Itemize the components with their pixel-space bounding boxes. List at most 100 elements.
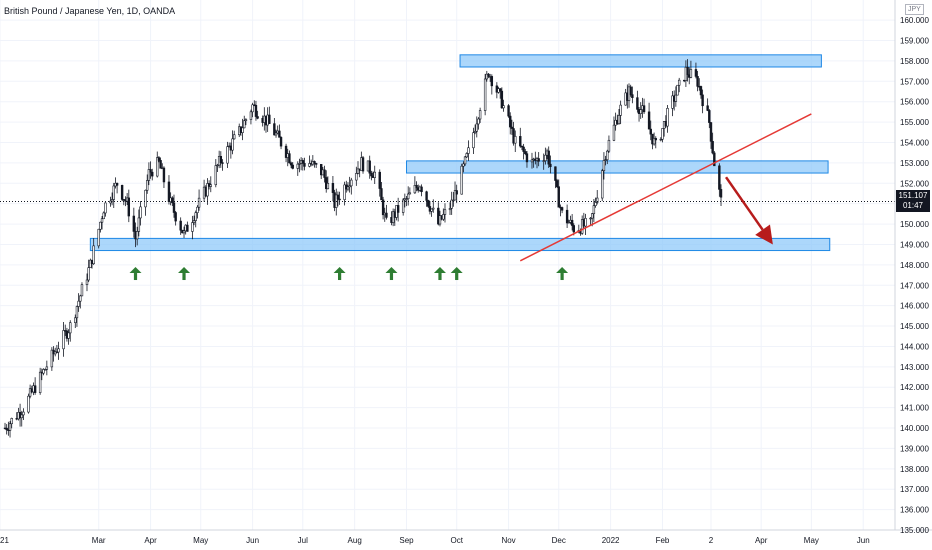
candle-body [530, 159, 534, 163]
candle-body [555, 180, 559, 188]
candle-body [385, 212, 388, 218]
candle-body [490, 76, 494, 87]
candle-body [696, 76, 699, 87]
candle-body [356, 168, 360, 174]
candle-body [619, 104, 622, 116]
candle-body [370, 172, 373, 177]
y-tick-label: 149.000 [900, 240, 929, 249]
candle-body [144, 189, 147, 208]
candle-body [268, 114, 271, 124]
trendline [519, 113, 812, 262]
candle-body [74, 317, 77, 323]
candle-body [708, 110, 711, 123]
y-tick-label: 135.000 [900, 526, 929, 535]
candle-body [162, 167, 166, 183]
candle-body [274, 132, 278, 136]
candle-body [115, 182, 119, 186]
candle-body [67, 332, 70, 339]
candle-body [289, 162, 293, 166]
candle-body [522, 146, 525, 152]
candle-body [406, 193, 410, 200]
candle-body [139, 206, 142, 219]
candle-body [149, 169, 152, 173]
candle-body [498, 88, 502, 92]
candle-body [279, 137, 283, 147]
up-arrow-shaft [455, 273, 459, 281]
candle-body [102, 212, 105, 220]
candle-body [542, 160, 545, 162]
candle-body [216, 164, 219, 167]
candle-body [174, 212, 177, 222]
candle-body [243, 120, 246, 129]
currency-label[interactable]: JPY [905, 4, 924, 15]
candle-body [453, 190, 457, 201]
candle-body [296, 163, 299, 169]
candle-body [636, 97, 639, 110]
candle-body [137, 217, 141, 232]
candle-body [478, 110, 482, 120]
candle-body [219, 155, 223, 163]
candle-body [233, 134, 236, 140]
candle-body [308, 163, 311, 167]
time-axis[interactable]: 2021 Mar Apr May Jun Jul Aug Sep Oct Nov Dec 2022 Fe… [0, 536, 870, 545]
candle-body [45, 366, 49, 370]
candle-body [288, 153, 291, 164]
candle-body [249, 111, 253, 120]
candle-body [525, 153, 529, 163]
candle-body [589, 217, 592, 220]
y-tick-label: 140.000 [900, 424, 929, 433]
candle-body [420, 186, 423, 193]
up-arrow-head [385, 267, 398, 274]
candle-body [221, 162, 224, 164]
candle-body [197, 197, 201, 208]
candle-body [594, 202, 597, 206]
y-tick-label: 136.000 [900, 506, 929, 515]
x-tick-label: Nov [501, 536, 515, 545]
candle-body [87, 267, 90, 281]
down-arrow-shaft [725, 176, 764, 231]
candle-body [22, 411, 25, 416]
candle-body [689, 69, 693, 78]
y-tick-label: 158.000 [900, 57, 929, 66]
candle-body [355, 173, 358, 181]
candlesticks [3, 59, 723, 438]
candle-body [711, 141, 714, 154]
candle-body [547, 150, 550, 165]
x-tick-label: 2022 [602, 536, 620, 545]
candle-body [718, 165, 721, 190]
price-axis[interactable]: 135.000 136.000 137.000 138.000 139.000 140.0… [900, 16, 929, 535]
candle-body [452, 199, 455, 202]
x-tick-label: Apr [755, 536, 768, 545]
candle-body [560, 207, 564, 211]
candle-body [135, 231, 139, 240]
candle-body [642, 105, 646, 113]
candle-body [104, 202, 107, 214]
horizontal-zone [406, 160, 829, 174]
candle-body [427, 200, 430, 207]
y-tick-label: 153.000 [900, 159, 929, 168]
candle-body [273, 123, 276, 136]
candle-body [438, 215, 442, 225]
x-tick-label: May [193, 536, 208, 545]
candle-body [303, 163, 306, 167]
y-tick-label: 152.000 [900, 179, 929, 188]
candle-body [606, 150, 609, 161]
candle-body [415, 184, 418, 189]
candle-body [709, 122, 713, 142]
candle-body [567, 221, 570, 224]
candle-body [401, 199, 405, 213]
y-tick-label: 150.000 [900, 220, 929, 229]
candle-body [602, 160, 606, 171]
candle-body [596, 197, 599, 203]
candle-body [549, 163, 552, 168]
candle-body [186, 224, 189, 232]
candle-body [580, 219, 584, 234]
candle-body [27, 395, 30, 413]
y-tick-label: 154.000 [900, 138, 929, 147]
y-tick-label: 138.000 [900, 465, 929, 474]
candle-body [251, 104, 254, 113]
candle-body [10, 418, 13, 425]
candle-body [75, 306, 79, 319]
y-tick-label: 144.000 [900, 342, 929, 351]
